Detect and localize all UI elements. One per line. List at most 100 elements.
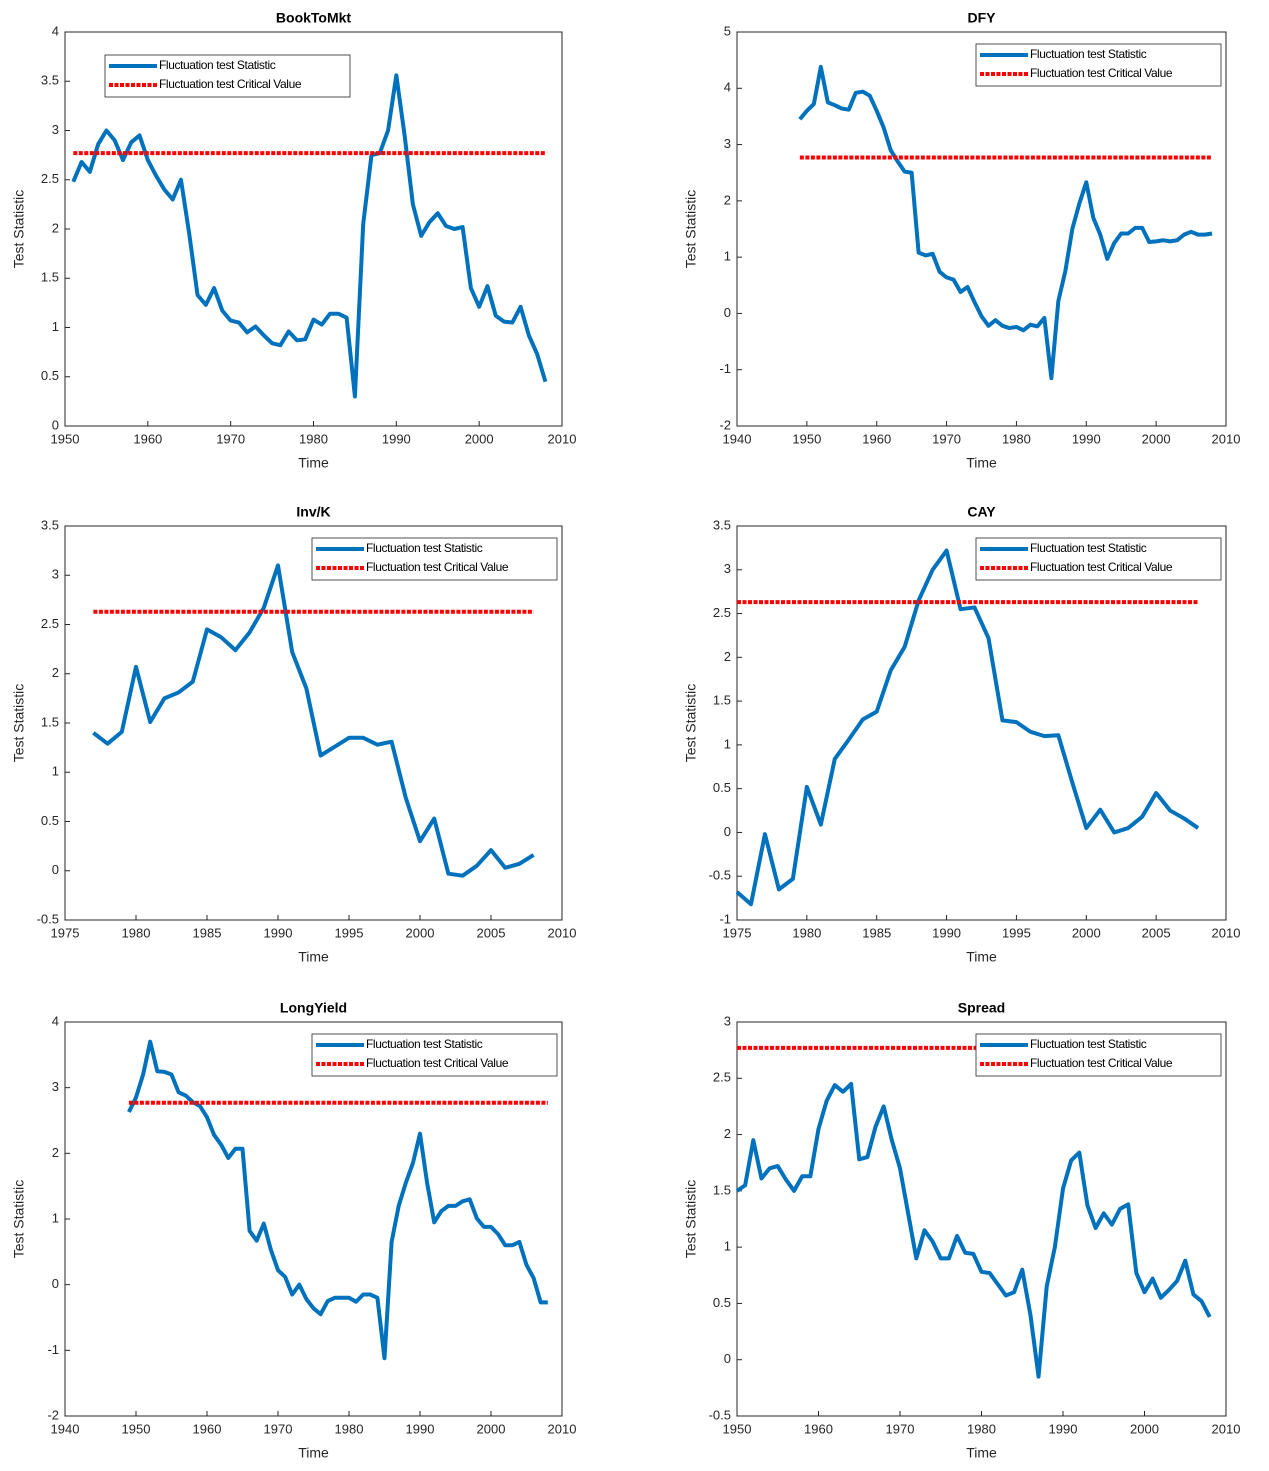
chart-panel: 1950 1960 1970 1980 1990 2000 2010 0 0.5 1 1.5 2 2.5… [11,10,577,471]
legend-label: Fluctuation test Statistic [159,58,276,72]
y-tick-label: 0 [52,862,59,877]
x-tick-label: 1980 [299,431,328,446]
x-tick-label: 1975 [723,925,752,940]
y-tick-label: 2 [724,649,731,664]
x-tick-label: 1990 [382,431,411,446]
y-tick-label: 3.5 [41,517,59,532]
chart-title: LongYield [280,1000,347,1016]
x-tick-label: 1980 [1002,431,1031,446]
x-tick-label: 1980 [792,925,821,940]
y-tick-label: 1 [52,319,59,334]
x-tick-label: 1995 [335,925,364,940]
y-tick-label: 3 [724,1013,731,1028]
y-tick-label: 2.5 [713,605,731,620]
y-tick-label: -1 [47,1342,59,1357]
y-tick-label: 0.5 [713,780,731,795]
y-tick-label: -1 [719,911,731,926]
y-tick-label: 1 [724,249,731,264]
plot-area [64,31,563,427]
x-tick-label: 1985 [862,925,891,940]
data-line [798,64,1213,381]
legend-label: Fluctuation test Critical Value [366,1056,509,1070]
chart-panel: 1950 1960 1970 1980 1990 2000 2010 -0.5 0 0.5 1 1.5… [683,1000,1241,1461]
x-tick-label: 1940 [51,1421,80,1436]
x-tick-label: 1970 [886,1421,915,1436]
x-tick-label: 2000 [1130,1421,1159,1436]
legend: Fluctuation test Statistic Fluctuation te… [975,43,1222,87]
legend-box [311,1033,558,1077]
chart-title: BookToMkt [276,10,352,26]
y-tick-label: -0.5 [709,868,731,883]
y-tick-label: -0.5 [37,911,59,926]
data-line [735,1081,1212,1379]
legend-label: Fluctuation test Critical Value [1030,66,1173,80]
x-tick-label: 2005 [477,925,506,940]
x-axis-label: Time [298,455,329,471]
x-axis-label: Time [966,949,997,965]
legend: Fluctuation test Statistic Fluctuation te… [311,537,558,581]
x-tick-label: 2000 [1072,925,1101,940]
x-tick-label: 1940 [723,431,752,446]
y-tick-label: 3 [724,561,731,576]
legend: Fluctuation test Statistic Fluctuation te… [104,54,351,98]
data-line [735,548,1200,907]
chart-panel: 1975 1980 1985 1990 1995 2000 2005 2010 -0.5 0 0.5… [11,504,577,965]
x-tick-label: 2010 [1212,431,1241,446]
x-tick-label: 1990 [932,925,961,940]
legend-label: Fluctuation test Statistic [366,541,483,555]
y-tick-label: 0.5 [713,1295,731,1310]
legend-label: Fluctuation test Critical Value [366,560,509,574]
y-tick-label: 0 [724,824,731,839]
data-line [92,563,535,878]
x-tick-label: 2000 [406,925,435,940]
y-tick-label: 2.5 [41,616,59,631]
y-axis-label: Test Statistic [11,684,27,763]
y-tick-label: 1 [52,1210,59,1225]
chart-panel: 1940 1950 1960 1970 1980 1990 2000 2010 -2 -1 0 1 2 3… [11,1000,577,1461]
y-tick-label: 5 [724,23,731,38]
x-axis-label: Time [298,949,329,965]
x-tick-label: 1990 [264,925,293,940]
x-tick-label: 2010 [548,431,577,446]
legend-label: Fluctuation test Critical Value [1030,1056,1173,1070]
legend: Fluctuation test Statistic Fluctuation te… [311,1033,558,1077]
y-tick-label: 1.5 [41,270,59,285]
plot-area [736,1021,1227,1417]
y-tick-label: 1.5 [713,1182,731,1197]
y-tick-label: 3.5 [713,517,731,532]
x-tick-label: 2005 [1142,925,1171,940]
x-tick-label: 2000 [465,431,494,446]
x-tick-label: 1990 [1072,431,1101,446]
x-tick-label: 1970 [932,431,961,446]
x-tick-label: 1985 [193,925,222,940]
x-axis-label: Time [966,455,997,471]
legend: Fluctuation test Statistic Fluctuation te… [975,1033,1222,1077]
y-tick-label: 4 [52,1013,59,1028]
chart-title: Inv/K [296,504,330,520]
x-tick-label: 2010 [548,925,577,940]
x-axis-label: Time [298,1445,329,1461]
x-tick-label: 1950 [51,431,80,446]
x-tick-label: 1960 [193,1421,222,1436]
x-tick-label: 1980 [122,925,151,940]
y-tick-label: 0.5 [41,368,59,383]
x-tick-label: 1990 [406,1421,435,1436]
x-tick-label: 2000 [1142,431,1171,446]
x-tick-label: 1980 [967,1421,996,1436]
y-tick-label: 0 [52,1276,59,1291]
x-tick-label: 1960 [804,1421,833,1436]
y-tick-label: 3 [52,567,59,582]
x-tick-label: 2010 [548,1421,577,1436]
chart-title: DFY [968,10,997,26]
x-tick-label: 2010 [1212,925,1241,940]
y-tick-label: 0.5 [41,813,59,828]
x-tick-label: 1995 [1002,925,1031,940]
legend-label: Fluctuation test Statistic [1030,1037,1147,1051]
x-tick-label: 1975 [51,925,80,940]
x-axis-label: Time [966,1445,997,1461]
plot-area [736,31,1227,427]
y-tick-label: -2 [47,1407,59,1422]
x-tick-label: 1970 [216,431,245,446]
y-tick-label: 3 [52,122,59,137]
